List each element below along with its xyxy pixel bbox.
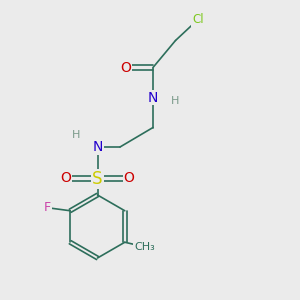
Text: H: H: [171, 95, 180, 106]
Text: O: O: [124, 172, 134, 185]
Text: Cl: Cl: [192, 13, 204, 26]
Text: O: O: [121, 61, 131, 74]
Text: N: N: [148, 91, 158, 104]
Text: H: H: [72, 130, 81, 140]
Text: CH₃: CH₃: [134, 242, 155, 252]
Text: S: S: [92, 169, 103, 188]
Text: N: N: [92, 140, 103, 154]
Text: O: O: [61, 172, 71, 185]
Text: F: F: [44, 201, 51, 214]
